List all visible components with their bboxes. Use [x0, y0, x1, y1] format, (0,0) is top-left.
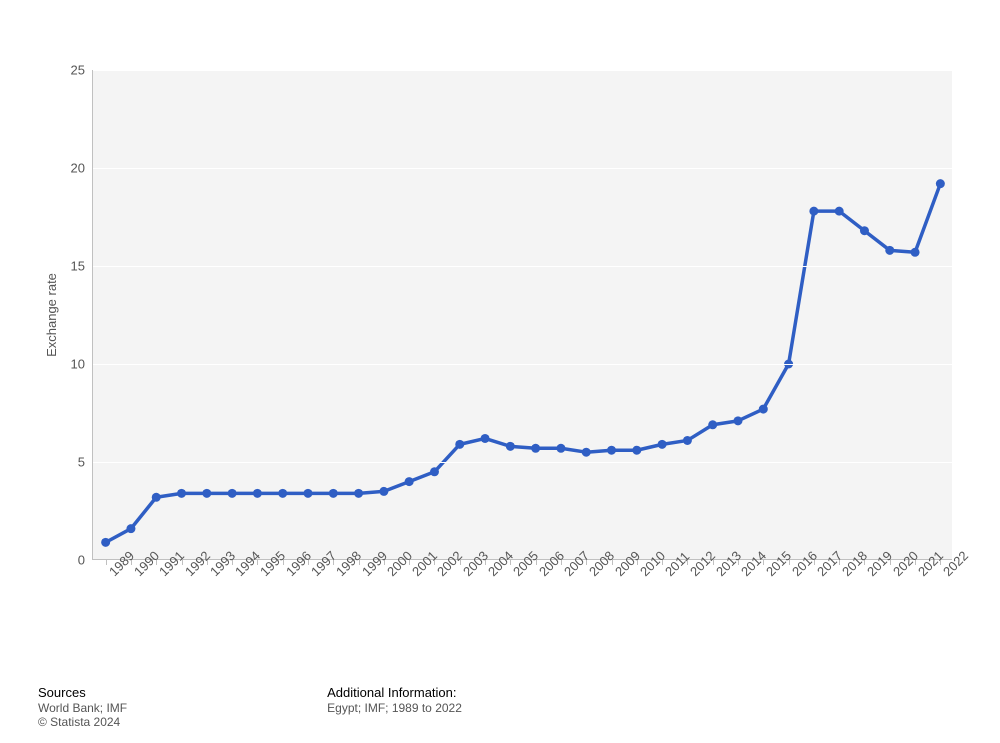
data-marker	[304, 489, 313, 498]
x-tick-mark	[182, 560, 183, 565]
data-marker	[202, 489, 211, 498]
x-tick-mark	[232, 560, 233, 565]
sources-line-2: © Statista 2024	[38, 715, 127, 729]
line-series-svg	[93, 70, 953, 560]
data-marker	[632, 446, 641, 455]
additional-info-block: Additional Information: Egypt; IMF; 1989…	[327, 685, 462, 729]
x-tick-mark	[763, 560, 764, 565]
data-marker	[759, 405, 768, 414]
data-marker	[126, 524, 135, 533]
data-marker	[835, 207, 844, 216]
data-marker	[278, 489, 287, 498]
x-tick-mark	[207, 560, 208, 565]
data-marker	[253, 489, 262, 498]
plot-area: 0510152025198919901991199219931994199519…	[92, 70, 952, 560]
data-marker	[481, 434, 490, 443]
x-tick-mark	[434, 560, 435, 565]
sources-heading: Sources	[38, 685, 127, 700]
x-tick-mark	[536, 560, 537, 565]
y-tick-label: 20	[71, 161, 93, 176]
x-tick-mark	[789, 560, 790, 565]
y-gridline	[93, 168, 952, 169]
additional-info-line-1: Egypt; IMF; 1989 to 2022	[327, 701, 462, 715]
data-marker	[582, 448, 591, 457]
y-tick-label: 10	[71, 357, 93, 372]
data-marker	[708, 420, 717, 429]
x-tick-mark	[561, 560, 562, 565]
x-tick-mark	[156, 560, 157, 565]
x-tick-mark	[890, 560, 891, 565]
y-axis-label: Exchange rate	[44, 273, 59, 357]
data-marker	[405, 477, 414, 486]
data-marker	[936, 179, 945, 188]
x-tick-mark	[257, 560, 258, 565]
x-tick-mark	[637, 560, 638, 565]
y-tick-label: 0	[78, 553, 93, 568]
x-tick-mark	[308, 560, 309, 565]
data-marker	[556, 444, 565, 453]
data-marker	[658, 440, 667, 449]
x-tick-mark	[586, 560, 587, 565]
data-marker	[683, 436, 692, 445]
sources-block: Sources World Bank; IMF © Statista 2024	[38, 685, 127, 729]
data-marker	[860, 226, 869, 235]
data-marker	[531, 444, 540, 453]
x-tick-mark	[384, 560, 385, 565]
y-gridline	[93, 364, 952, 365]
chart-container: 0510152025198919901991199219931994199519…	[0, 0, 1000, 743]
x-tick-mark	[713, 560, 714, 565]
data-marker	[911, 248, 920, 257]
y-gridline	[93, 266, 952, 267]
x-tick-mark	[510, 560, 511, 565]
x-tick-mark	[359, 560, 360, 565]
y-tick-label: 25	[71, 63, 93, 78]
y-tick-label: 15	[71, 259, 93, 274]
x-tick-mark	[612, 560, 613, 565]
data-marker	[809, 207, 818, 216]
data-marker	[885, 246, 894, 255]
x-tick-mark	[131, 560, 132, 565]
data-marker	[734, 416, 743, 425]
data-marker	[430, 467, 439, 476]
data-marker	[455, 440, 464, 449]
x-tick-mark	[460, 560, 461, 565]
sources-line-1: World Bank; IMF	[38, 701, 127, 715]
x-tick-mark	[687, 560, 688, 565]
x-tick-mark	[864, 560, 865, 565]
additional-info-heading: Additional Information:	[327, 685, 462, 700]
data-marker	[607, 446, 616, 455]
x-tick-mark	[940, 560, 941, 565]
x-tick-mark	[814, 560, 815, 565]
data-marker	[379, 487, 388, 496]
data-marker	[506, 442, 515, 451]
x-tick-mark	[106, 560, 107, 565]
x-tick-mark	[333, 560, 334, 565]
x-tick-mark	[915, 560, 916, 565]
x-tick-mark	[409, 560, 410, 565]
y-tick-label: 5	[78, 455, 93, 470]
x-tick-mark	[662, 560, 663, 565]
data-marker	[101, 538, 110, 547]
y-gridline	[93, 70, 952, 71]
chart-footer: Sources World Bank; IMF © Statista 2024 …	[38, 685, 962, 729]
data-marker	[329, 489, 338, 498]
x-tick-mark	[839, 560, 840, 565]
data-marker	[177, 489, 186, 498]
x-tick-mark	[738, 560, 739, 565]
data-marker	[354, 489, 363, 498]
data-marker	[152, 493, 161, 502]
x-tick-mark	[283, 560, 284, 565]
x-tick-mark	[485, 560, 486, 565]
y-gridline	[93, 462, 952, 463]
data-marker	[228, 489, 237, 498]
